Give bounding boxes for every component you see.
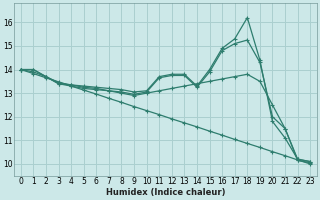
X-axis label: Humidex (Indice chaleur): Humidex (Indice chaleur)	[106, 188, 225, 197]
